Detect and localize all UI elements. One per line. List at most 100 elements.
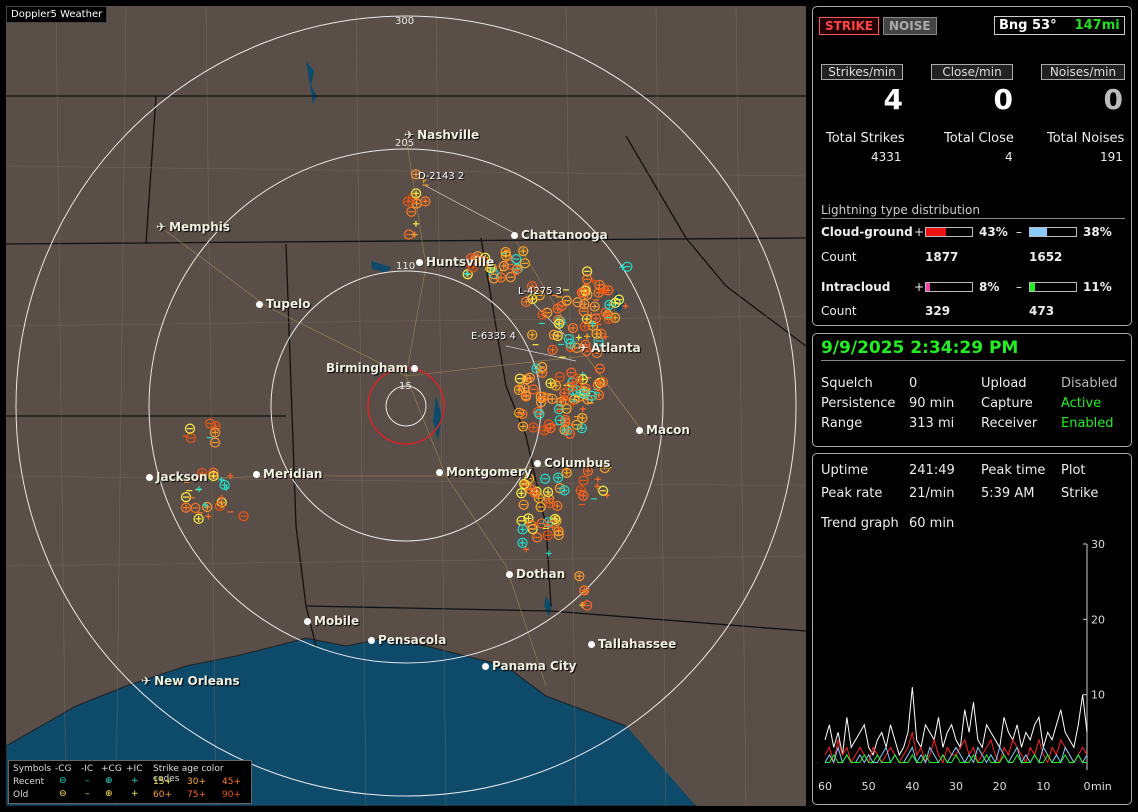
strike-marker bbox=[602, 289, 609, 296]
strike-marker bbox=[558, 398, 565, 405]
noise-toggle-button[interactable]: NOISE bbox=[883, 17, 937, 35]
strike-toggle-button[interactable]: STRIKE bbox=[819, 17, 880, 35]
ic-positive-count: 329 bbox=[925, 304, 951, 318]
strike-marker bbox=[535, 495, 542, 502]
strike-marker bbox=[563, 469, 570, 476]
strike-marker bbox=[523, 546, 530, 553]
strike-marker bbox=[529, 487, 540, 498]
trend-x-tick-label: 30 bbox=[949, 780, 963, 793]
strike-marker bbox=[561, 295, 572, 306]
cg-plus-sign: + bbox=[914, 225, 925, 239]
legend-recent-pos-ic-icon: + bbox=[131, 776, 139, 786]
city-huntsville: Huntsville bbox=[416, 255, 494, 269]
strike-marker bbox=[190, 502, 201, 514]
strikes-per-min-header[interactable]: Strikes/min bbox=[821, 64, 903, 80]
distribution-title: Lightning type distribution bbox=[821, 203, 1125, 219]
city-name: Meridian bbox=[263, 467, 323, 481]
strike-marker bbox=[603, 285, 614, 296]
ic-negative-bar bbox=[1029, 282, 1077, 292]
city-name: Tupelo bbox=[266, 297, 311, 311]
squelch-value[interactable]: 0 bbox=[909, 376, 918, 391]
capture-value[interactable]: Active bbox=[1061, 396, 1102, 411]
app-title: Doppler5 Weather bbox=[6, 6, 108, 23]
strike-marker bbox=[549, 513, 561, 525]
bearing-readout: Bng 53° 147mi bbox=[994, 16, 1125, 35]
city-dothan: Dothan bbox=[506, 567, 565, 581]
strike-marker bbox=[576, 573, 583, 580]
strike-marker bbox=[205, 418, 216, 429]
receiver-value[interactable]: Enabled bbox=[1061, 416, 1114, 431]
strike-marker bbox=[591, 347, 603, 359]
strike-marker bbox=[227, 472, 234, 479]
upload-value[interactable]: Disabled bbox=[1061, 376, 1118, 391]
city-meridian: Meridian bbox=[253, 467, 322, 481]
legend-recent-neg-cg-icon: ⊖ bbox=[59, 776, 67, 786]
strike-marker bbox=[535, 397, 547, 408]
strike-marker bbox=[554, 502, 561, 509]
plot-value[interactable]: Strike bbox=[1061, 486, 1099, 501]
strike-marker bbox=[528, 422, 539, 433]
city-name: Mobile bbox=[314, 614, 360, 628]
strike-marker bbox=[413, 190, 420, 197]
strike-marker bbox=[569, 325, 576, 332]
range-setting-value[interactable]: 313 mi bbox=[909, 416, 955, 431]
strike-marker bbox=[582, 266, 593, 277]
trend-graph-span[interactable]: 60 min bbox=[909, 516, 955, 531]
peak-rate-label: Peak rate bbox=[821, 486, 883, 501]
city-memphis: ✈ Memphis bbox=[156, 220, 230, 234]
persistence-value[interactable]: 90 min bbox=[909, 396, 955, 411]
strike-status-panel: STRIKE NOISE Bng 53° 147mi Strikes/min Cl… bbox=[812, 6, 1132, 326]
legend-age-90: 90+ bbox=[222, 790, 241, 800]
close-per-min-value: 0 bbox=[993, 83, 1013, 116]
strike-marker bbox=[517, 524, 528, 535]
strike-marker bbox=[545, 489, 552, 496]
strike-marker bbox=[575, 334, 582, 341]
lightning-map[interactable]: Doppler5 Weather 300 205 110 15 D-2143 2… bbox=[6, 6, 806, 806]
trend-graph: 30 20 10 60 50 40 30 20 10 0 min bbox=[819, 538, 1112, 793]
settings-panel: 9/9/2025 2:34:29 PM Squelch 0 Persistenc… bbox=[812, 333, 1132, 447]
strike-marker bbox=[482, 254, 489, 261]
trend-x-unit: min bbox=[1091, 780, 1112, 793]
legend-old-label: Old bbox=[13, 790, 29, 800]
peak-rate-value: 21/min bbox=[909, 486, 955, 501]
close-per-min-header[interactable]: Close/min bbox=[931, 64, 1013, 80]
city-name: New Orleans bbox=[154, 674, 240, 688]
ring-label-15: 15 bbox=[399, 381, 412, 392]
city-name: Atlanta bbox=[591, 341, 641, 355]
strike-marker bbox=[526, 519, 537, 531]
city-nashville: ✈ Nashville bbox=[404, 128, 479, 142]
strike-marker bbox=[552, 500, 563, 512]
city-chattanooga: Chattanooga bbox=[511, 228, 608, 242]
cg-minus-sign: – bbox=[1016, 225, 1022, 239]
strike-marker bbox=[579, 321, 590, 332]
strike-marker bbox=[549, 396, 556, 403]
strike-marker bbox=[556, 320, 563, 327]
receiver-label: Receiver bbox=[981, 416, 1038, 431]
city-name: Panama City bbox=[492, 659, 577, 673]
total-noises-label: Total Noises bbox=[1047, 131, 1125, 146]
strike-marker bbox=[412, 171, 419, 178]
strike-marker bbox=[552, 330, 563, 342]
strike-marker bbox=[605, 315, 612, 322]
legend-old-pos-ic-icon: + bbox=[131, 789, 139, 799]
strike-marker bbox=[580, 390, 587, 397]
city-name: Montgomery bbox=[446, 465, 532, 479]
legend-header-neg-cg: -CG bbox=[55, 764, 72, 774]
strike-marker bbox=[537, 309, 548, 320]
noises-per-min-header[interactable]: Noises/min bbox=[1041, 64, 1125, 80]
strike-marker bbox=[474, 253, 481, 260]
strike-marker bbox=[517, 537, 528, 548]
city-name: Birmingham bbox=[326, 361, 409, 375]
squelch-label: Squelch bbox=[821, 376, 873, 391]
city-dot-icon bbox=[636, 427, 643, 434]
strike-marker bbox=[202, 502, 209, 509]
cg-negative-count: 1652 bbox=[1029, 250, 1063, 264]
strike-marker bbox=[564, 428, 576, 439]
strike-marker bbox=[622, 303, 629, 310]
airport-icon: ✈ bbox=[578, 341, 589, 355]
strike-marker bbox=[511, 253, 522, 265]
trend-y-tick-label: 30 bbox=[1091, 538, 1105, 551]
strike-marker bbox=[581, 323, 588, 330]
strike-marker bbox=[537, 367, 548, 378]
strike-marker bbox=[549, 524, 556, 531]
